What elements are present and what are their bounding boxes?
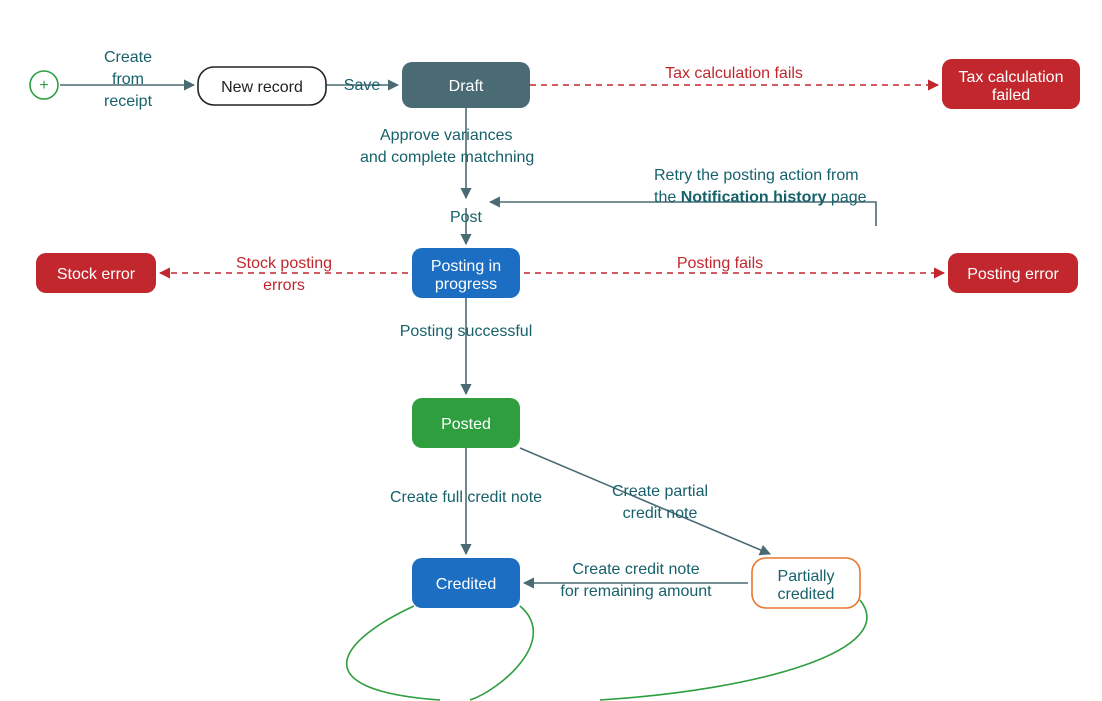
- edge-label: Post: [450, 209, 483, 226]
- edge-save: Save: [326, 77, 398, 94]
- node-label: progress: [435, 276, 497, 293]
- edge-posting-fails: Posting fails: [524, 255, 944, 273]
- plus-icon: +: [39, 77, 48, 94]
- edge-tax-fails: Tax calculation fails: [530, 65, 938, 85]
- edge-label: from: [112, 71, 144, 88]
- edge-label: Approve variances: [380, 127, 513, 144]
- node-tax-fail: Tax calculation failed: [942, 59, 1080, 109]
- node-label: credited: [778, 586, 835, 603]
- node-label: New record: [221, 79, 303, 96]
- edge-label: Posting fails: [677, 255, 763, 272]
- edge-label: receipt: [104, 93, 153, 110]
- edge-full-credit: Create full credit note: [390, 448, 542, 554]
- edge-posting-successful: Posting successful: [400, 298, 533, 394]
- edge-label: Retry the posting action from: [654, 167, 859, 184]
- edge-remaining-credit: Create credit note for remaining amount: [524, 561, 748, 600]
- flowchart-canvas: Create from receipt Save Tax calculation…: [0, 0, 1102, 701]
- node-credited: Credited: [412, 558, 520, 608]
- edge-label: Save: [344, 77, 381, 94]
- node-partially-credited: Partially credited: [752, 558, 860, 608]
- node-label: Posting error: [967, 266, 1059, 283]
- node-label: failed: [992, 87, 1030, 104]
- node-label: Tax calculation: [959, 69, 1064, 86]
- edge-label: Stock posting: [236, 255, 332, 272]
- edge-approve-post: Approve variances and complete matchning…: [360, 108, 534, 244]
- edge-label: Create partial: [612, 483, 708, 500]
- edge-label: Create: [104, 49, 152, 66]
- node-stock-error: Stock error: [36, 253, 156, 293]
- node-posted: Posted: [412, 398, 520, 448]
- node-new-record: New record: [198, 67, 326, 105]
- edge-label: Posting successful: [400, 323, 533, 340]
- edge-label: Tax calculation fails: [665, 65, 803, 82]
- node-posting-error: Posting error: [948, 253, 1078, 293]
- node-label: Posted: [441, 416, 491, 433]
- edge-label: the Notification history page: [654, 189, 867, 206]
- node-label: Credited: [436, 576, 496, 593]
- edge-create-from-receipt: Create from receipt: [60, 49, 194, 110]
- edge-label: Create credit note: [572, 561, 699, 578]
- node-draft: Draft: [402, 62, 530, 108]
- node-plus: +: [30, 71, 58, 99]
- edge-label: for remaining amount: [560, 583, 712, 600]
- edge-retry: Retry the posting action from the Notifi…: [490, 167, 876, 226]
- edge-label: errors: [263, 277, 305, 294]
- node-label: Partially: [778, 568, 835, 585]
- edge-stock-errors: Stock posting errors: [160, 255, 408, 294]
- edge-label: and complete matchning: [360, 149, 534, 166]
- node-label: Draft: [449, 78, 484, 95]
- node-label: Posting in: [431, 258, 501, 275]
- edge-label: credit note: [623, 505, 698, 522]
- node-posting-progress: Posting in progress: [412, 248, 520, 298]
- node-label: Stock error: [57, 266, 136, 283]
- edge-partial-credit: Create partial credit note: [520, 448, 770, 554]
- edge-label: Create full credit note: [390, 489, 542, 506]
- edge-green-bottom: [347, 600, 867, 700]
